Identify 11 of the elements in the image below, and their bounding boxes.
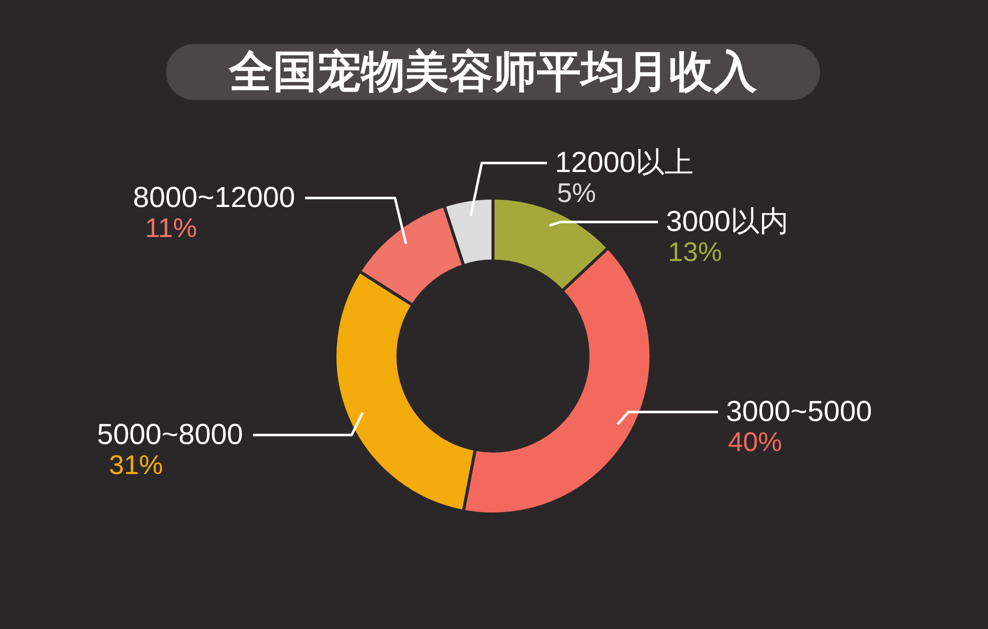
data-label: 11% xyxy=(145,213,198,243)
slice-label: 8000~12000 xyxy=(133,182,296,214)
slice-label: 12000以上 xyxy=(555,147,694,179)
data-label: 31% xyxy=(109,450,164,480)
chart-title: 全国宠物美容师平均月收入 xyxy=(228,48,758,96)
slice-label: 5000~8000 xyxy=(97,419,243,451)
data-label: 40% xyxy=(728,427,782,457)
slice-label: 3000以内 xyxy=(666,206,789,238)
slice-label: 3000~5000 xyxy=(726,396,872,428)
data-label: 13% xyxy=(668,237,722,267)
data-label: 5% xyxy=(557,178,596,208)
